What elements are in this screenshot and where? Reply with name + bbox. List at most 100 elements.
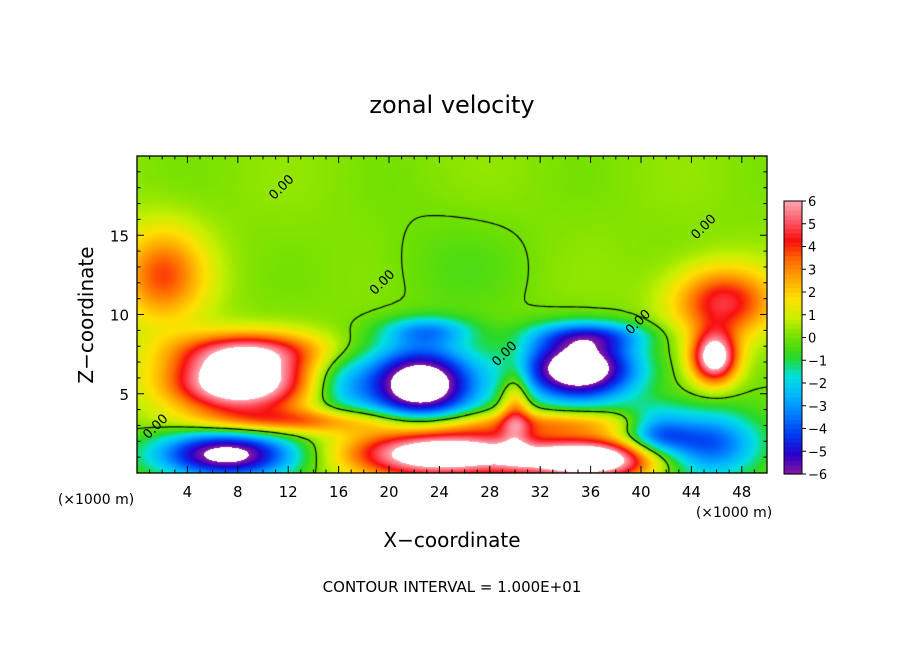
x-tick-label: 40 xyxy=(631,483,650,501)
colorbar-band xyxy=(784,405,802,411)
colorbar-band xyxy=(784,292,802,298)
colorbar-band xyxy=(784,237,802,243)
colorbar-band xyxy=(784,287,802,293)
colorbar-band xyxy=(784,396,802,402)
colorbar-band xyxy=(784,446,802,452)
colorbar-band xyxy=(784,241,802,248)
colorbar-band xyxy=(784,219,802,225)
colorbar-band xyxy=(784,310,802,316)
colorbar-tick-label: 2 xyxy=(808,286,816,301)
colorbar-band xyxy=(784,314,802,320)
colorbar-band xyxy=(784,273,802,279)
colorbar-band xyxy=(784,214,802,220)
colorbar-band xyxy=(784,328,802,334)
x-tick-label: 4 xyxy=(183,483,193,501)
colorbar-band xyxy=(784,305,802,311)
x-axis-label: X−coordinate xyxy=(383,528,520,552)
colorbar-tick-label: −1 xyxy=(808,354,827,369)
colorbar-band xyxy=(784,332,802,339)
colorbar-band xyxy=(784,205,802,211)
colorbar-band xyxy=(784,255,802,261)
colorbar-band xyxy=(784,223,802,229)
colorbar-band xyxy=(784,364,802,370)
colorbar-band xyxy=(784,319,802,325)
colorbar-band xyxy=(784,269,802,275)
colorbar-tick-label: −4 xyxy=(808,423,827,438)
y-axis-label: Z−coordinate xyxy=(74,246,98,383)
colorbar-band xyxy=(784,246,802,252)
x-tick-label: 28 xyxy=(480,483,499,501)
plot-area: 0.000.000.000.000.000.00 xyxy=(136,155,768,474)
colorbar-band xyxy=(784,460,802,466)
y-axis-ticks: 5 10 15 xyxy=(110,171,767,458)
x-tick-label: 20 xyxy=(379,483,398,501)
colorbar-band xyxy=(784,437,802,443)
colorbar-band xyxy=(784,464,802,471)
colorbar-band xyxy=(784,210,802,216)
x-axis-ticks: 4 8 12 16 20 24 28 32 36 40 44 48 xyxy=(149,156,755,501)
x-tick-label: 44 xyxy=(682,483,701,501)
x-tick-label: 12 xyxy=(279,483,298,501)
colorbar-band xyxy=(784,455,802,461)
colorbar-band xyxy=(784,419,802,425)
colorbar-band xyxy=(784,260,802,266)
colorbar-band xyxy=(784,282,802,289)
x-tick-label: 24 xyxy=(430,483,449,501)
colorbar-band xyxy=(784,451,802,457)
colorbar-tick-label: −3 xyxy=(808,400,827,415)
colorbar-band xyxy=(784,228,802,234)
colorbar: 6 5 4 3 2 1 0 −1 −2 −3 −4 −5 −6 xyxy=(783,195,827,483)
colorbar-band xyxy=(784,264,802,270)
colorbar-band xyxy=(784,373,802,380)
x-tick-label: 48 xyxy=(732,483,751,501)
y-tick-label: 10 xyxy=(110,307,129,325)
chart-title: zonal velocity xyxy=(369,91,534,119)
x-tick-label: 16 xyxy=(329,483,348,501)
colorbar-band xyxy=(784,346,802,352)
colorbar-band xyxy=(784,301,802,307)
y-tick-label: 5 xyxy=(119,386,129,404)
x-tick-label: 8 xyxy=(233,483,243,501)
colorbar-tick-label: 0 xyxy=(808,332,816,347)
colorbar-band xyxy=(784,360,802,366)
colorbar-band xyxy=(784,387,802,393)
colorbar-band xyxy=(784,414,802,420)
colorbar-tick-label: 4 xyxy=(808,241,816,256)
colorbar-band xyxy=(784,201,802,207)
colorbar-band xyxy=(784,351,802,357)
colorbar-tick-label: 1 xyxy=(808,309,816,324)
colorbar-band xyxy=(784,232,802,238)
colorbar-band xyxy=(784,410,802,416)
colorbar-band xyxy=(784,383,802,389)
colorbar-band xyxy=(784,433,802,439)
y-tick-label: 15 xyxy=(110,227,129,245)
colorbar-band xyxy=(784,278,802,284)
colorbar-tick-label: 3 xyxy=(808,263,816,278)
colorbar-band xyxy=(784,369,802,375)
x-tick-label: 36 xyxy=(581,483,600,501)
colorbar-band xyxy=(784,342,802,348)
colorbar-band xyxy=(784,423,802,430)
x-unit-right: (×1000 m) xyxy=(696,505,772,521)
colorbar-band xyxy=(784,392,802,398)
x-tick-label: 32 xyxy=(531,483,550,501)
colorbar-band xyxy=(784,469,802,475)
colorbar-band xyxy=(784,323,802,329)
colorbar-tick-label: −2 xyxy=(808,377,827,392)
colorbar-band xyxy=(784,296,802,302)
colorbar-tick-label: −5 xyxy=(808,445,827,460)
colorbar-band xyxy=(784,401,802,407)
colorbar-tick-label: 5 xyxy=(808,218,816,233)
x-unit-left: (×1000 m) xyxy=(58,492,134,508)
colorbar-tick-label: 6 xyxy=(808,195,816,210)
colorbar-band xyxy=(784,251,802,257)
contour-interval-note: CONTOUR INTERVAL = 1.000E+01 xyxy=(323,578,582,596)
colorbar-band xyxy=(784,442,802,448)
colorbar-band xyxy=(784,355,802,361)
colorbar-tick-label: −6 xyxy=(808,468,827,483)
zero-contour-lines xyxy=(137,156,767,473)
colorbar-band xyxy=(784,337,802,343)
colorbar-band xyxy=(784,428,802,434)
colorbar-band xyxy=(784,378,802,384)
